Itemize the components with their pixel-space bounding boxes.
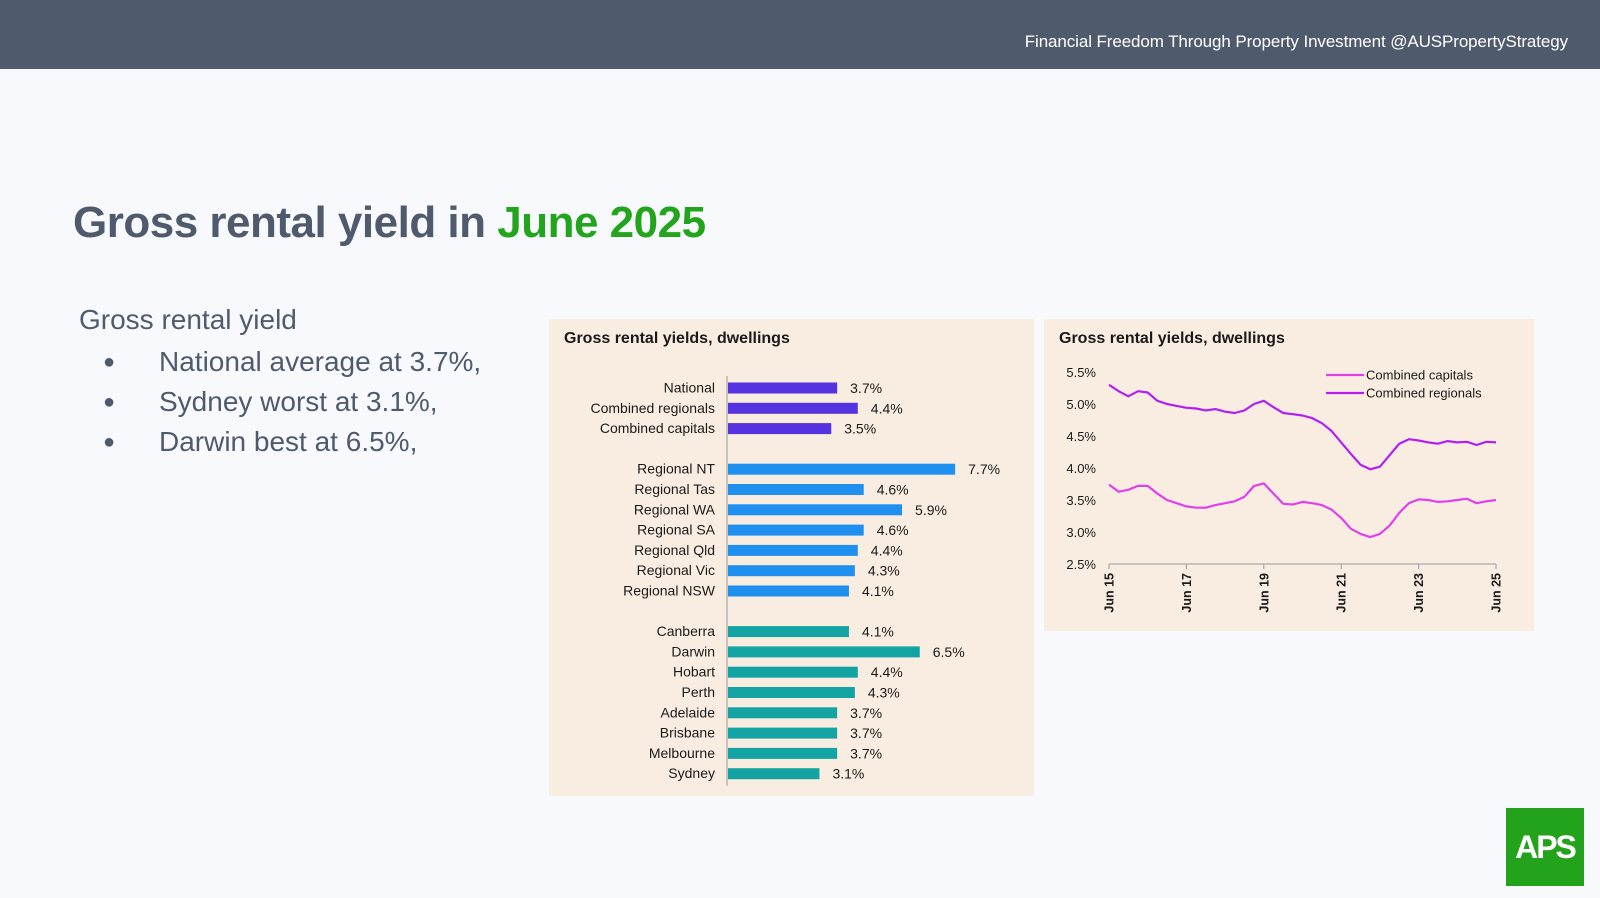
bullet-dot-icon: ● [103, 351, 116, 373]
bullet-dot-icon: ● [103, 431, 116, 453]
legend-label: Combined regionals [1366, 386, 1482, 401]
bar-category-label: Darwin [671, 643, 715, 659]
x-tick-label: Jun 25 [1490, 573, 1504, 613]
summary-bullet-text: Sydney worst at 3.1%, [159, 386, 438, 417]
summary-bullet-text: National average at 3.7%, [159, 346, 482, 377]
summary-bullet: ● Darwin best at 6.5%, [79, 422, 481, 462]
bar [728, 768, 820, 780]
bar-category-label: Regional NSW [623, 583, 716, 599]
aps-logo-text: APS [1515, 828, 1577, 865]
bar [728, 565, 855, 577]
legend-label: Combined capitals [1366, 368, 1473, 383]
bar-value-label: 4.1% [862, 583, 894, 599]
bar-value-label: 3.5% [844, 421, 876, 437]
bar-value-label: 4.3% [868, 685, 900, 701]
line-chart-title: Gross rental yields, dwellings [1059, 330, 1285, 347]
y-tick-label: 5.0% [1066, 397, 1096, 412]
bar [728, 423, 832, 435]
bar [728, 484, 864, 495]
header-tagline: Financial Freedom Through Property Inves… [1024, 32, 1568, 51]
page-title-highlight: June 2025 [497, 198, 706, 247]
bar [728, 544, 858, 556]
bar-category-label: Regional Tas [634, 481, 715, 497]
summary-bullet-text: Darwin best at 6.5%, [159, 426, 418, 457]
bar [728, 707, 838, 719]
bar [728, 666, 858, 678]
bar-value-label: 6.5% [933, 644, 965, 660]
bar-value-label: 3.1% [832, 766, 864, 782]
bar-value-label: 5.9% [915, 502, 947, 518]
header-bar: Financial Freedom Through Property Inves… [0, 0, 1600, 69]
line-chart: 2.5% 3.0% 3.5% 4.0% 4.5% 5.0% 5.5% Jun 15 Jun 17… [1066, 365, 1504, 613]
bar-value-label: 4.4% [871, 542, 903, 558]
bar-category-label: Regional NT [637, 461, 715, 477]
summary-heading: Gross rental yield [79, 304, 297, 335]
bar-chart: National 3.7% Combined regionals 4.4% Combin… [590, 376, 1000, 786]
bar-category-label: Canberra [657, 623, 716, 639]
bar-value-label: 3.7% [850, 725, 882, 741]
bar [728, 382, 838, 394]
bar-category-label: Regional Vic [637, 562, 715, 578]
bar-value-label: 4.6% [877, 482, 909, 498]
bar-category-label: National [664, 380, 715, 396]
bar [728, 402, 858, 414]
summary-block: Gross rental yield ● National average at … [79, 304, 481, 462]
bar-category-label: Hobart [673, 664, 715, 680]
x-tick-label: Jun 23 [1412, 573, 1426, 613]
page-title: Gross rental yield in June 2025 [73, 198, 706, 248]
y-tick-label: 4.0% [1066, 461, 1096, 476]
x-tick-label: Jun 17 [1180, 573, 1194, 613]
bar-category-label: Melbourne [649, 745, 715, 761]
x-tick-label: Jun 21 [1335, 573, 1349, 613]
bar-category-label: Brisbane [660, 725, 715, 741]
bar [728, 727, 838, 739]
y-tick-label: 3.5% [1066, 493, 1096, 508]
summary-bullet: ● National average at 3.7%, [79, 342, 481, 382]
y-tick-label: 4.5% [1066, 429, 1096, 444]
bar-category-label: Combined capitals [600, 420, 715, 436]
bar [728, 585, 849, 597]
bar-value-label: 4.6% [877, 522, 909, 538]
y-tick-label: 2.5% [1066, 557, 1096, 572]
bar-value-label: 3.7% [850, 745, 882, 761]
bar-category-label: Regional Qld [634, 542, 715, 558]
bar [728, 524, 864, 536]
bar-value-label: 4.3% [868, 563, 900, 579]
bar-category-label: Regional SA [637, 522, 715, 538]
bar-value-label: 4.1% [862, 624, 894, 640]
y-tick-label: 3.0% [1066, 525, 1096, 540]
bar-value-label: 3.7% [850, 380, 882, 396]
bar-category-label: Combined regionals [590, 400, 715, 416]
x-tick-label: Jun 19 [1257, 573, 1271, 613]
y-tick-label: 5.5% [1066, 365, 1096, 380]
summary-bullet: ● Sydney worst at 3.1%, [79, 382, 481, 422]
bar-category-label: Regional WA [634, 501, 716, 517]
page-title-text: Gross rental yield in [73, 198, 486, 247]
series-line [1108, 383, 1497, 471]
bar-value-label: 4.4% [871, 664, 903, 680]
bar [728, 747, 838, 759]
bar-chart-title: Gross rental yields, dwellings [564, 330, 790, 347]
bar-category-label: Adelaide [661, 704, 716, 720]
bar-category-label: Sydney [668, 765, 715, 781]
bar-value-label: 7.7% [968, 461, 1000, 477]
bullet-dot-icon: ● [103, 391, 116, 413]
aps-logo: APS [1506, 808, 1584, 886]
bar [728, 646, 920, 658]
bar [728, 504, 903, 516]
bar [728, 626, 849, 638]
bar [728, 463, 956, 475]
bar-value-label: 3.7% [850, 705, 882, 721]
bar-chart-panel: National 3.7% Combined regionals 4.4% Combin… [549, 319, 1034, 796]
line-chart-panel: 2.5% 3.0% 3.5% 4.0% 4.5% 5.0% 5.5% Jun 15 Jun 17… [1044, 319, 1534, 631]
bar-value-label: 4.4% [871, 400, 903, 416]
x-tick-label: Jun 15 [1103, 573, 1117, 613]
bar [728, 687, 855, 698]
summary-list: ● National average at 3.7%, ● Sydney worst… [79, 342, 481, 462]
series-line [1108, 482, 1497, 539]
bar-category-label: Perth [682, 684, 715, 700]
